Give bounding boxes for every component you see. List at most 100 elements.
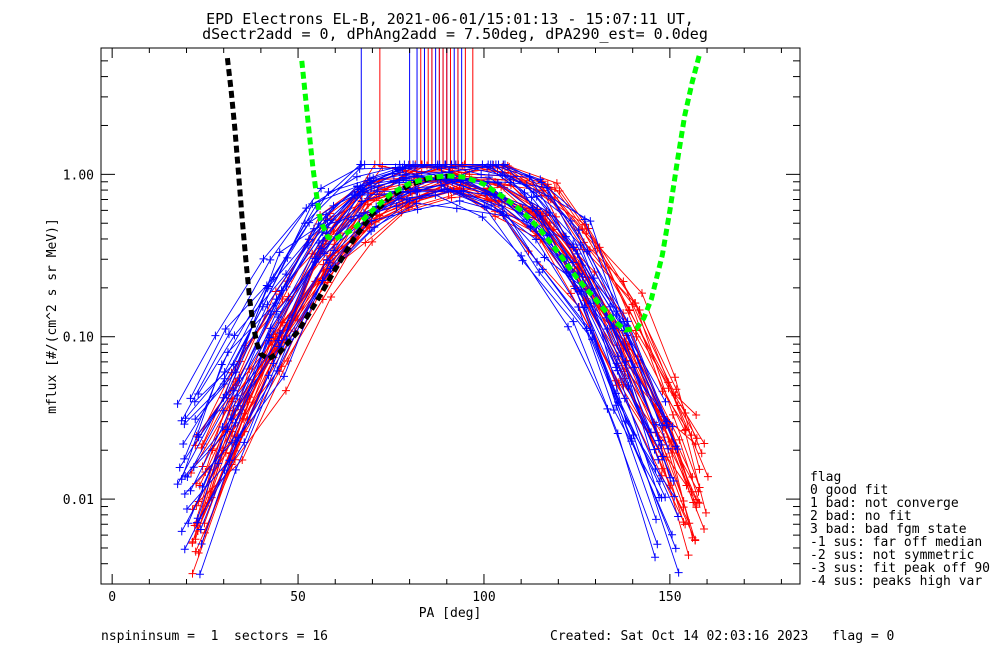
blue-series-point: [538, 265, 547, 274]
blue-series-point: [258, 302, 267, 311]
blue-series-point: [623, 317, 632, 326]
blue-series-point: [402, 174, 411, 183]
blue-series-point: [224, 330, 233, 339]
blue-series-point: [433, 160, 442, 169]
blue-series-point: [520, 189, 529, 198]
blue-series-point: [355, 212, 364, 220]
blue-series-point: [275, 248, 284, 257]
red-series-point: [619, 277, 628, 286]
blue-series-point: [218, 422, 227, 431]
blue-series-point: [191, 415, 200, 424]
red-series-point: [669, 410, 678, 419]
red-series-point: [679, 496, 688, 505]
blue-series-point: [266, 310, 275, 319]
blue-series-point: [655, 493, 664, 502]
blue-series-point: [182, 505, 191, 514]
blue-series-point: [303, 241, 312, 250]
blue-series-line: [184, 185, 657, 520]
red-series-point: [191, 535, 200, 544]
blue-series-point: [272, 307, 281, 316]
blue-series-point: [664, 444, 673, 453]
y-tick-label: 0.01: [63, 493, 94, 508]
blue-series-point: [262, 281, 271, 290]
blue-series-point: [391, 163, 400, 172]
legend-entry: 2 bad: no fit: [810, 509, 912, 524]
blue-series-point: [177, 416, 186, 425]
blue-series-point: [398, 163, 407, 172]
blue-series-point: [545, 208, 554, 217]
blue-series-point: [177, 475, 186, 484]
red-series-point: [624, 305, 633, 314]
chart-subtitle: dSectr2add = 0, dPhAng2add = 7.50deg, dP…: [202, 25, 708, 43]
blue-series-point: [673, 445, 682, 454]
red-series-line: [202, 164, 697, 445]
red-series-point: [662, 453, 671, 462]
x-axis-label: PA [deg]: [419, 606, 482, 621]
blue-series-point: [322, 256, 331, 265]
blue-series-line: [183, 163, 660, 460]
blue-series-point: [612, 401, 621, 410]
blue-series-point: [666, 473, 675, 482]
spike-lines: [360, 48, 474, 168]
blue-series-point: [180, 545, 189, 554]
red-series-point: [550, 184, 559, 193]
blue-series-point: [669, 476, 678, 485]
blue-series-point: [392, 202, 401, 211]
blue-series-point: [566, 216, 575, 225]
legend-entry: -1 sus: far off median: [810, 535, 982, 550]
blue-series-point: [674, 568, 683, 577]
red-series-point: [578, 225, 587, 234]
red-series-point: [368, 237, 377, 246]
blue-series-point: [518, 256, 527, 265]
red-series-point: [684, 551, 693, 560]
red-series-point: [671, 373, 680, 382]
red-series-point: [308, 249, 317, 258]
fit-curve-green: [299, 53, 703, 333]
axis-ticks: 0 50 100 150 0.01 0.10 1.00: [63, 47, 800, 605]
blue-series-point: [668, 422, 677, 431]
x-tick-label: 100: [472, 590, 495, 605]
blue-series-point: [525, 172, 534, 181]
blue-series-point: [211, 331, 220, 340]
red-series-point: [191, 547, 200, 556]
blue-series-point: [183, 473, 192, 482]
blue-series-point: [540, 253, 549, 262]
blue-series-point: [437, 181, 446, 190]
y-axis-label: mflux [#/(cm^2 s sr MeV)]: [45, 218, 60, 414]
blue-series-point: [274, 336, 283, 345]
blue-series-point: [194, 390, 203, 399]
blue-series-point: [196, 525, 205, 534]
red-series-point: [378, 162, 387, 171]
blue-series-point: [219, 406, 228, 415]
blue-series-point: [668, 530, 677, 539]
blue-series-point: [532, 192, 541, 201]
legend-entry: 1 bad: not converge: [810, 496, 959, 511]
red-series-point: [687, 431, 696, 440]
red-series-point: [695, 499, 704, 508]
red-series-point: [552, 179, 561, 188]
red-series-point: [188, 569, 197, 578]
legend-entry: 3 bad: bad fgm state: [810, 522, 967, 537]
blue-series-point: [323, 216, 332, 225]
blue-series-point: [179, 440, 188, 449]
red-series-point: [447, 193, 456, 202]
blue-series-line: [184, 188, 656, 558]
plot-frame: [100, 47, 801, 585]
red-series-point: [500, 183, 509, 192]
blue-series-point: [531, 235, 540, 244]
blue-series-point: [499, 211, 508, 220]
blue-series-point: [574, 226, 583, 235]
blue-series-point: [657, 440, 666, 449]
blue-series-point: [317, 184, 326, 193]
blue-series-point: [220, 368, 229, 377]
red-series-point: [692, 434, 701, 443]
red-series-point: [695, 465, 704, 474]
blue-series-point: [356, 183, 365, 192]
red-series-point: [657, 471, 666, 480]
blue-series-point: [568, 258, 577, 267]
red-series-point: [664, 378, 673, 387]
blue-series-point: [522, 181, 531, 190]
red-series-point: [692, 410, 701, 419]
blue-series-point: [493, 178, 502, 187]
blue-series-point: [230, 331, 239, 340]
